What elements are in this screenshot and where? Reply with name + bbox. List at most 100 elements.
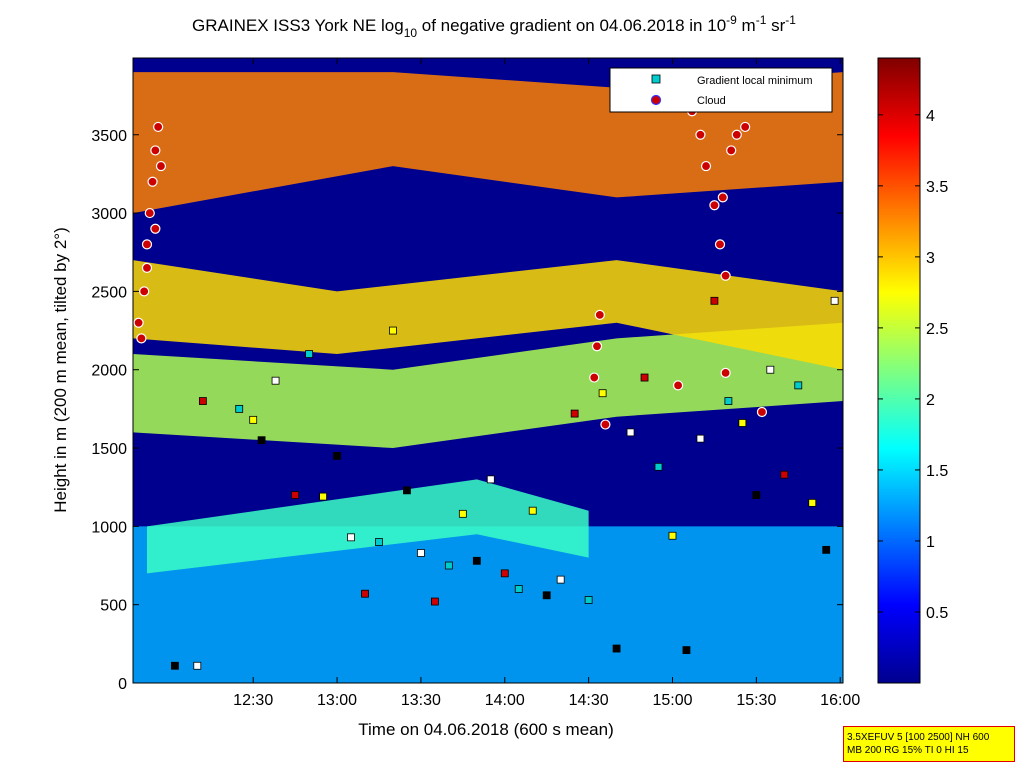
y-tick-label: 1500 [91, 441, 127, 458]
info-line-1: 3.5XEFUV 5 [100 2500] NH 600 [847, 732, 990, 743]
y-tick-label: 3500 [91, 128, 127, 145]
legend-box [609, 67, 833, 113]
minimum-marker [271, 376, 280, 385]
cloud-marker [756, 406, 768, 418]
minimum-marker [654, 462, 663, 471]
y-tick-label: 0 [118, 676, 127, 693]
cloud-marker [717, 192, 728, 203]
minimum-marker [486, 475, 495, 484]
minimum-marker [738, 419, 747, 427]
minimum-marker [780, 470, 789, 479]
minimum-marker [696, 434, 705, 443]
minimum-marker [752, 491, 761, 499]
y-axis-label: Height in m (200 m mean, tilted by 2°) [51, 227, 70, 513]
x-tick-label: 15:00 [652, 692, 692, 709]
cloud-marker [695, 129, 706, 140]
minimum-marker [724, 397, 733, 405]
cloud-marker [150, 145, 161, 156]
cloud-marker [700, 160, 712, 172]
minimum-marker [361, 589, 369, 598]
cloud-marker [591, 341, 603, 352]
heatmap-bands [133, 72, 843, 683]
cloud-marker [720, 367, 731, 378]
minimum-marker [171, 661, 179, 670]
colorbar-tick-label: 0.5 [926, 605, 948, 622]
cloud-marker [720, 270, 731, 281]
band-layer-1 [146, 479, 589, 574]
cloud-marker [672, 380, 684, 391]
cloud-marker [600, 419, 611, 430]
plot-area [133, 58, 843, 683]
minimum-marker [291, 491, 300, 499]
minimum-marker [389, 326, 397, 335]
cloud-marker [731, 129, 742, 140]
legend: Gradient local minimum Cloud [609, 67, 833, 113]
x-tick-label: 15:30 [736, 692, 776, 709]
plot-frame [132, 57, 844, 684]
minimum-marker [430, 597, 439, 606]
y-tick-label: 1000 [91, 519, 127, 536]
colorbar: 0.5 1 1.5 2 2.5 3 3.5 4 [877, 57, 948, 684]
minimum-marker [822, 545, 831, 554]
minimum-marker [458, 509, 467, 518]
colorbar-gradient [877, 57, 921, 684]
info-line-2: MB 200 RG 15% TI 0 HI 15 [847, 745, 969, 756]
y-tick-label: 500 [100, 598, 127, 615]
band-layer-3 [133, 260, 843, 370]
minimum-marker [319, 492, 327, 501]
cloud-marker [133, 317, 144, 328]
minimum-marker [514, 585, 523, 593]
minimum-marker [403, 486, 411, 495]
minimum-marker [668, 531, 677, 540]
cloud-marker [139, 286, 150, 297]
colorbar-tick-label: 1.5 [926, 463, 948, 480]
cloud-marker [141, 239, 153, 250]
cloud-marker [714, 239, 726, 250]
minimum-marker [375, 538, 383, 546]
minimum-marker [198, 397, 207, 405]
minimum-marker [766, 365, 775, 374]
minimum-marker [542, 591, 551, 600]
colorbar-tick-label: 4 [926, 108, 935, 125]
x-axis-label: Time on 04.06.2018 (600 s mean) [358, 720, 613, 739]
cloud-marker [153, 121, 164, 133]
x-tick-label: 16:00 [820, 692, 860, 709]
legend-label-cloud: Cloud [697, 95, 726, 107]
minimum-marker [235, 404, 244, 413]
cloud-marker [740, 121, 751, 133]
info-box: 3.5XEFUV 5 [100 2500] NH 600 MB 200 RG 1… [843, 726, 1015, 762]
minimum-marker [417, 549, 425, 557]
x-tick-label: 12:30 [233, 692, 273, 709]
minimum-marker [682, 646, 691, 655]
colorbar-tick-label: 2 [926, 392, 935, 409]
minimum-marker [710, 296, 719, 305]
colorbar-ticks: 0.5 1 1.5 2 2.5 3 3.5 4 [878, 108, 948, 622]
minimum-marker [584, 596, 593, 604]
minimum-marker [193, 661, 202, 670]
minimum-marker [612, 644, 621, 653]
band-layer-2 [133, 322, 843, 449]
minimum-marker [333, 451, 341, 460]
y-tick-label: 3000 [91, 206, 127, 223]
minimum-marker [305, 350, 314, 358]
cloud-marker [589, 372, 600, 383]
minimum-marker [528, 506, 537, 515]
minimum-marker [556, 575, 565, 584]
x-tick-label: 13:30 [401, 692, 441, 709]
legend-marker-cloud [650, 94, 662, 106]
y-tick-label: 2500 [91, 284, 127, 301]
x-axis: 12:30 13:00 13:30 14:00 14:30 15:00 15:30 16:00 [233, 58, 860, 709]
minimum-marker [808, 498, 817, 507]
minimum-marker [257, 436, 266, 445]
colorbar-tick-label: 3 [926, 250, 935, 267]
minimum-marker [598, 389, 607, 398]
x-tick-label: 14:30 [569, 692, 609, 709]
cloud-marker [726, 145, 737, 156]
cloud-marker [709, 200, 720, 211]
minimum-marker [570, 409, 579, 418]
cloud-marker [155, 160, 167, 172]
minimum-marker [640, 373, 649, 382]
minimum-marker [347, 533, 355, 542]
minimum-marker [249, 415, 258, 424]
